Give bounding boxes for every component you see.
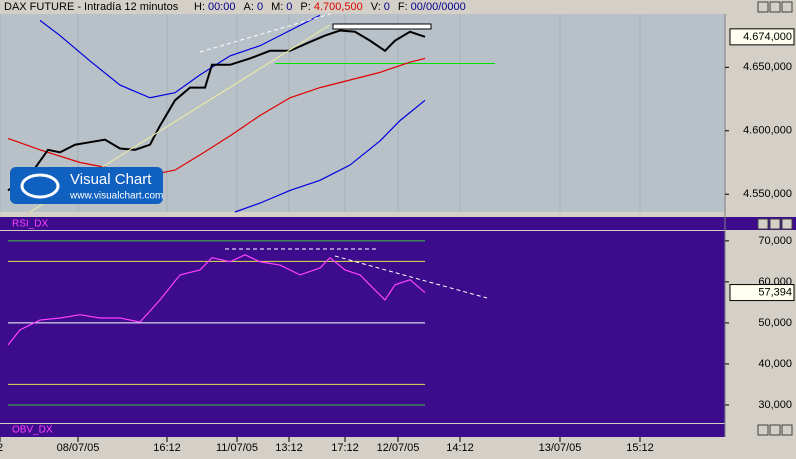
button[interactable]: [781, 424, 793, 436]
trend-line: [199, 13, 331, 53]
header-field-value: 0: [286, 1, 292, 13]
header-field-value: 0: [384, 1, 390, 13]
series-line: [39, 14, 321, 99]
last-value-box: [729, 284, 795, 302]
y-tick-label: 50,000: [758, 317, 792, 329]
x-tick-label: 11/07/05: [216, 442, 258, 454]
series-line: [7, 254, 426, 346]
y-tick-label: 4.550,000: [743, 188, 792, 200]
y-tick-label: 40,000: [758, 358, 792, 370]
button[interactable]: [781, 218, 793, 230]
series-line: [234, 99, 426, 213]
header-field-label: V:: [371, 1, 381, 13]
x-tick-label: 12/07/05: [377, 442, 420, 454]
header-field-label: M:: [271, 1, 283, 13]
button[interactable]: [769, 218, 781, 230]
x-tick-label: 13/07/05: [539, 442, 582, 454]
header-title: DAX FUTURE - Intradía 12 minutos: [4, 1, 179, 13]
last-value-label: 57,394: [758, 286, 792, 298]
button[interactable]: [757, 1, 769, 13]
window-buttons[interactable]: [757, 1, 793, 436]
logo-url: www.visualchart.com: [69, 191, 163, 202]
button[interactable]: [757, 424, 769, 436]
y-tick-label: 4.600,000: [743, 125, 792, 137]
button[interactable]: [757, 218, 769, 230]
header-field-value: 4.700,500: [314, 1, 363, 13]
header-field-value: 00/00/0000: [411, 1, 466, 13]
header-field-value: 00:00: [208, 1, 236, 13]
x-tick-label: 2: [0, 442, 3, 454]
trend-line: [334, 255, 488, 299]
header-field-value: 0: [257, 1, 263, 13]
button[interactable]: [769, 1, 781, 13]
rsi-panel: [0, 231, 725, 423]
button[interactable]: [781, 1, 793, 13]
y-tick-label: 30,000: [758, 399, 792, 411]
last-value-label: 4.674,000: [743, 31, 792, 43]
watermark: Visual Chart www.visualchart.com: [10, 167, 163, 204]
header-field-label: F:: [398, 1, 408, 13]
x-tick-label: 08/07/05: [57, 442, 100, 454]
header-field-label: P:: [300, 1, 310, 13]
x-tick-label: 14:12: [446, 442, 474, 454]
header-field-label: H:: [194, 1, 205, 13]
header-field-label: A:: [244, 1, 254, 13]
logo-title: Visual Chart: [70, 171, 152, 188]
rsi-title-bar: [0, 217, 796, 230]
last-value-box: [729, 28, 795, 46]
plots: 2 08/07/05 16:12 11/07/05 13:12 17:12 12/07/05…: [0, 14, 795, 454]
x-tick-label: 17:12: [331, 442, 359, 454]
x-tick-label: 15:12: [626, 442, 654, 454]
x-tick-label: 16:12: [153, 442, 181, 454]
obv-panel: [0, 424, 725, 437]
button[interactable]: [769, 424, 781, 436]
logo-icon: [20, 173, 60, 199]
y-tick-label: 4.650,000: [743, 61, 792, 73]
series-line: [7, 57, 426, 176]
highlight-box: [332, 23, 432, 30]
x-tick-label: 13:12: [275, 442, 303, 454]
series-line: [7, 29, 426, 192]
panel-title: RSI_DX: [12, 219, 48, 230]
y-tick-label: 70,000: [758, 235, 792, 247]
panel-title: OBV_DX: [12, 425, 53, 436]
